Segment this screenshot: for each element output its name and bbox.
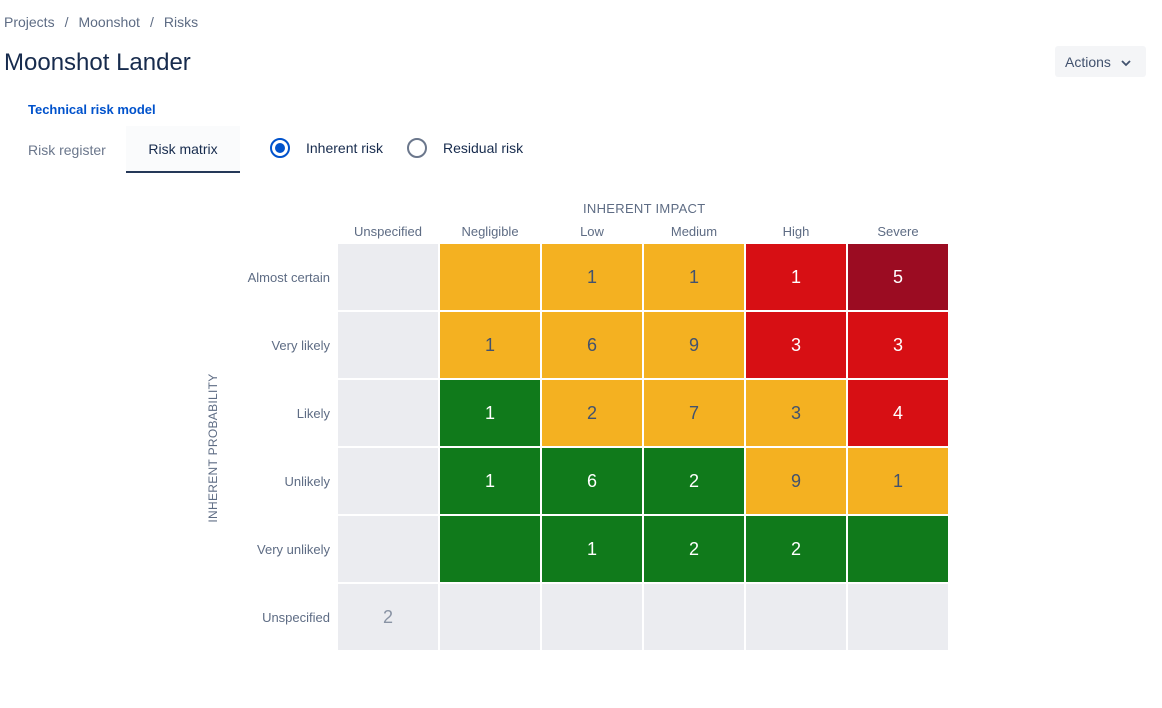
matrix-cell[interactable]: 6 (542, 312, 642, 378)
column-header-low: Low (580, 224, 604, 239)
breadcrumb-separator: / (64, 14, 69, 30)
matrix-cell[interactable]: 1 (440, 312, 540, 378)
radio-residual-risk[interactable] (407, 138, 427, 158)
radio-residual-risk-label: Residual risk (443, 140, 524, 156)
matrix-cell[interactable] (542, 584, 642, 650)
matrix-cell[interactable]: 3 (848, 312, 948, 378)
matrix-cell[interactable]: 1 (440, 380, 540, 446)
breadcrumb-moonshot[interactable]: Moonshot (78, 14, 140, 30)
matrix-cell[interactable]: 9 (746, 448, 846, 514)
matrix-cell[interactable]: 2 (338, 584, 438, 650)
matrix-cell[interactable] (338, 380, 438, 446)
row-header-very-likely: Very likely (271, 338, 330, 353)
radio-inherent-risk[interactable] (270, 138, 290, 158)
matrix-cell[interactable]: 1 (746, 244, 846, 310)
row-header-unspecified: Unspecified (262, 610, 330, 625)
breadcrumb-separator: / (149, 14, 154, 30)
row-header-unlikely: Unlikely (284, 474, 330, 489)
column-header-medium: Medium (670, 224, 718, 239)
breadcrumb-risks[interactable]: Risks (163, 14, 199, 30)
matrix-cell[interactable] (644, 584, 744, 650)
row-header-likely: Likely (296, 406, 330, 421)
tab-risk-register[interactable]: Risk register (28, 141, 106, 158)
matrix-cell[interactable]: 1 (848, 448, 948, 514)
actions-button[interactable]: Actions (1055, 46, 1146, 77)
breadcrumb: Projects / Moonshot / Risks (4, 14, 198, 30)
matrix-cell[interactable]: 7 (644, 380, 744, 446)
matrix-cell[interactable]: 3 (746, 312, 846, 378)
matrix-cell[interactable] (440, 244, 540, 310)
column-header-negligible: Negligible (461, 224, 519, 239)
matrix-cell[interactable] (440, 516, 540, 582)
column-header-unspecified: Unspecified (354, 224, 422, 239)
column-header-severe: Severe (877, 224, 919, 239)
matrix-cell[interactable]: 1 (542, 244, 642, 310)
row-header-almost-certain: Almost certain (247, 270, 330, 285)
matrix-cell[interactable] (746, 584, 846, 650)
axis-x-title: INHERENT IMPACT (583, 201, 706, 216)
axis-y-title: INHERENT PROBABILITY (206, 373, 220, 523)
breadcrumb-projects[interactable]: Projects (4, 14, 55, 30)
matrix-cell[interactable]: 5 (848, 244, 948, 310)
matrix-cell[interactable]: 2 (644, 516, 744, 582)
actions-label: Actions (1065, 53, 1111, 70)
page-title: Moonshot Lander (4, 49, 191, 76)
matrix-cell[interactable] (848, 584, 948, 650)
matrix-cell[interactable] (338, 244, 438, 310)
matrix-cell[interactable]: 4 (848, 380, 948, 446)
view-tabs: Risk register Risk matrix (4, 126, 240, 173)
matrix-cell[interactable] (440, 584, 540, 650)
column-header-high: High (782, 224, 810, 239)
matrix-cell[interactable] (338, 516, 438, 582)
matrix-cell[interactable]: 2 (644, 448, 744, 514)
matrix-cell[interactable]: 2 (542, 380, 642, 446)
matrix-cell[interactable]: 9 (644, 312, 744, 378)
matrix-cell[interactable] (338, 448, 438, 514)
matrix-cell[interactable] (338, 312, 438, 378)
chevron-down-icon (1121, 54, 1131, 70)
row-header-very-unlikely: Very unlikely (257, 542, 330, 557)
tab-risk-matrix[interactable]: Risk matrix (126, 126, 240, 173)
matrix-cell[interactable]: 1 (440, 448, 540, 514)
matrix-cell[interactable]: 2 (746, 516, 846, 582)
matrix-cell[interactable]: 1 (542, 516, 642, 582)
risk-model-link[interactable]: Technical risk model (28, 102, 156, 117)
matrix-cell[interactable]: 3 (746, 380, 846, 446)
matrix-cell[interactable]: 6 (542, 448, 642, 514)
matrix-cell[interactable]: 1 (644, 244, 744, 310)
radio-residual-risk-option[interactable]: Residual risk (407, 138, 523, 158)
radio-inherent-risk-option[interactable]: Inherent risk (270, 138, 383, 158)
radio-inherent-risk-label: Inherent risk (306, 140, 384, 156)
matrix-cell[interactable] (848, 516, 948, 582)
